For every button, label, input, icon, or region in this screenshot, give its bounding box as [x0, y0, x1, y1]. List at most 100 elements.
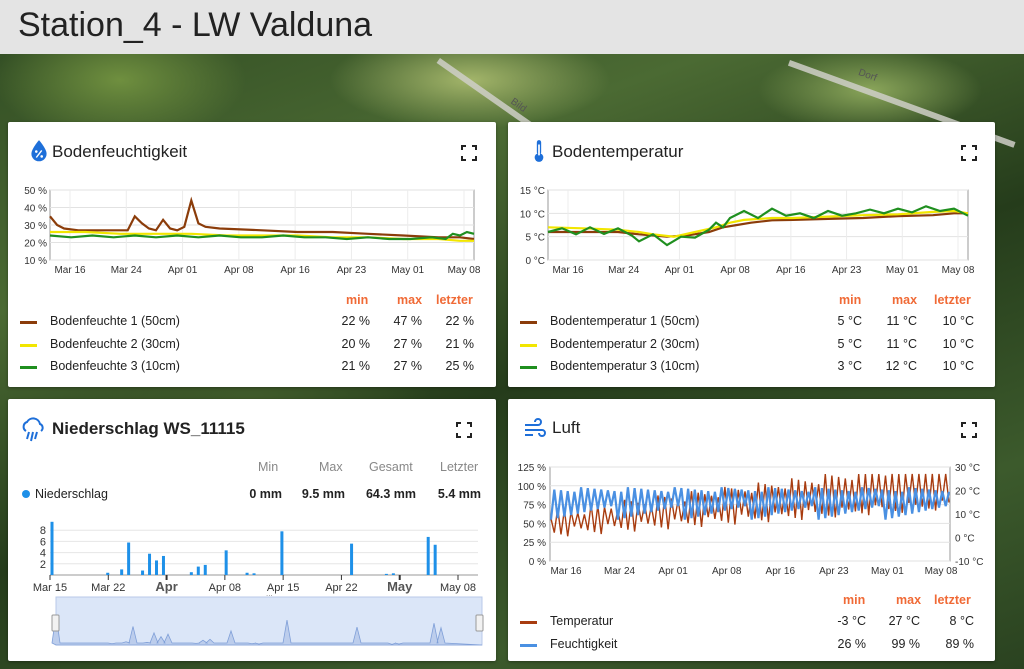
legend-swatch[interactable]	[20, 321, 37, 324]
legend-label[interactable]: Bodenfeuchte 1 (50cm)	[50, 314, 180, 328]
x-tick-label: Apr 15	[267, 582, 299, 594]
precip-bar	[433, 544, 437, 575]
y-tick-label-left: 0 %	[529, 557, 546, 568]
value-max: 12 °C	[885, 359, 917, 373]
series-line	[548, 212, 968, 238]
y-tick-label-left: 75 %	[523, 501, 546, 512]
weather-pouring-icon	[22, 417, 44, 442]
legend-label[interactable]: Temperatur	[550, 614, 614, 628]
fullscreen-icon[interactable]	[455, 421, 473, 439]
precip-bar	[245, 572, 249, 575]
precip-bar	[106, 572, 110, 575]
legend-swatch[interactable]	[20, 366, 37, 369]
air-card: Luft 0 % 25 % 50 % 75 % 100 % 125 % -10 °C 0 °C…	[508, 399, 995, 661]
legend-swatch[interactable]	[20, 343, 37, 347]
y-tick-label-right: 10 °C	[955, 510, 980, 521]
x-tick-label: May 01	[391, 265, 424, 276]
x-tick-label: Apr 23	[832, 265, 862, 276]
col-header-total: Gesamt	[369, 460, 413, 474]
soil-moisture-card: Bodenfeuchtigkeit 10 % 20 % 30 % 40 % 50 % Ma…	[8, 122, 496, 387]
value-max: 11 °C	[886, 314, 917, 328]
col-header-min: min	[843, 593, 866, 607]
col-header-max: max	[397, 293, 423, 307]
legend-swatch[interactable]	[520, 643, 537, 647]
x-tick-label: Apr 16	[766, 566, 796, 577]
navigator-handle-right[interactable]	[475, 614, 484, 632]
value-last: 10 °C	[942, 359, 974, 373]
y-tick-label: 15 °C	[520, 186, 545, 197]
col-header-min: min	[839, 293, 862, 307]
fullscreen-icon[interactable]	[960, 421, 978, 439]
y-tick-label: 8	[40, 525, 46, 537]
fullscreen-icon[interactable]	[460, 144, 478, 162]
x-tick-label: Apr 01	[658, 566, 688, 577]
col-header-min: Min	[258, 460, 279, 474]
precip-bar	[384, 573, 388, 575]
x-tick-label: Apr 23	[819, 566, 849, 577]
y-tick-label: 5 °C	[525, 233, 545, 244]
legend-dot[interactable]	[22, 490, 30, 498]
value-max: 27 °C	[888, 614, 920, 628]
x-tick-label: May 01	[886, 265, 919, 276]
precip-bar	[391, 573, 395, 575]
x-tick-label: Apr 22	[325, 582, 357, 594]
x-tick-label: Apr 08	[209, 582, 241, 594]
precip-bar	[120, 569, 124, 575]
map-label: Dorf	[856, 67, 879, 84]
precip-bar	[161, 555, 165, 575]
legend-swatch[interactable]	[520, 621, 537, 624]
value-last: 5.4 mm	[437, 487, 481, 501]
value-max: 27 %	[393, 336, 423, 351]
legend-label[interactable]: Bodentemperatur 3 (10cm)	[550, 359, 700, 373]
y-tick-label: 10 °C	[520, 209, 545, 220]
value-last: 89 %	[945, 636, 975, 651]
legend-label[interactable]: Bodentemperatur 1 (50cm)	[550, 314, 700, 328]
series-line	[547, 209, 969, 238]
precip-bar	[141, 570, 145, 575]
legend-swatch[interactable]	[520, 343, 537, 347]
col-header-max: Max	[319, 460, 343, 474]
x-tick-label: May	[387, 579, 413, 594]
x-tick-label: May 08	[440, 582, 476, 594]
legend-label[interactable]: Bodentemperatur 2 (30cm)	[550, 336, 700, 351]
y-tick-label: 4	[40, 548, 46, 560]
x-tick-label: Mar 24	[604, 566, 636, 577]
legend-label[interactable]: Bodenfeuchte 3 (10cm)	[50, 359, 180, 373]
x-tick-label: May 08	[448, 265, 481, 276]
value-max: 99 %	[891, 636, 921, 651]
x-tick-label: Mar 16	[552, 265, 584, 276]
fullscreen-icon[interactable]	[960, 144, 978, 162]
legend-swatch[interactable]	[520, 321, 537, 324]
series-line-humidity	[549, 487, 951, 520]
navigator-handle-left[interactable]	[51, 614, 60, 632]
legend-label[interactable]: Feuchtigkeit	[550, 636, 618, 651]
x-tick-label: Mar 16	[54, 265, 86, 276]
precip-bar	[252, 573, 256, 575]
precip-bar	[189, 572, 193, 575]
precip-bar	[426, 536, 430, 575]
y-tick-label-right: 30 °C	[955, 463, 980, 474]
weather-windy-icon	[525, 418, 546, 437]
legend-label[interactable]: Niederschlag	[35, 487, 108, 501]
y-tick-label-left: 125 %	[518, 463, 546, 474]
thermometer-icon	[534, 140, 544, 162]
value-max: 11 °C	[886, 336, 917, 351]
legend-label[interactable]: Bodenfeuchte 2 (30cm)	[50, 336, 180, 351]
y-tick-label: 30 %	[24, 221, 47, 232]
series-line	[49, 196, 475, 241]
y-tick-label-left: 50 %	[523, 519, 546, 530]
value-min: 26 %	[837, 636, 867, 651]
y-tick-label: 2	[40, 559, 46, 571]
soil-moisture-chart: 10 % 20 % 30 % 40 % 50 % Mar 16 Mar 24 Apr 01 Ap…	[24, 186, 481, 276]
value-max: 9.5 mm	[301, 487, 345, 501]
value-last: 22 %	[445, 314, 475, 328]
precip-bar	[155, 560, 158, 575]
soil-temperature-card: Bodentemperatur 0 °C 5 °C 10 °C 15 °C Mar 16…	[508, 122, 995, 387]
x-tick-label: Apr 16	[280, 265, 310, 276]
navigator-scroll-handle[interactable]: ...	[266, 589, 273, 598]
legend-swatch[interactable]	[520, 366, 537, 369]
value-min: 5 °C	[837, 336, 862, 351]
x-tick-label: Apr 08	[720, 265, 750, 276]
page-title: Station_4 - LW Valduna	[18, 6, 373, 44]
